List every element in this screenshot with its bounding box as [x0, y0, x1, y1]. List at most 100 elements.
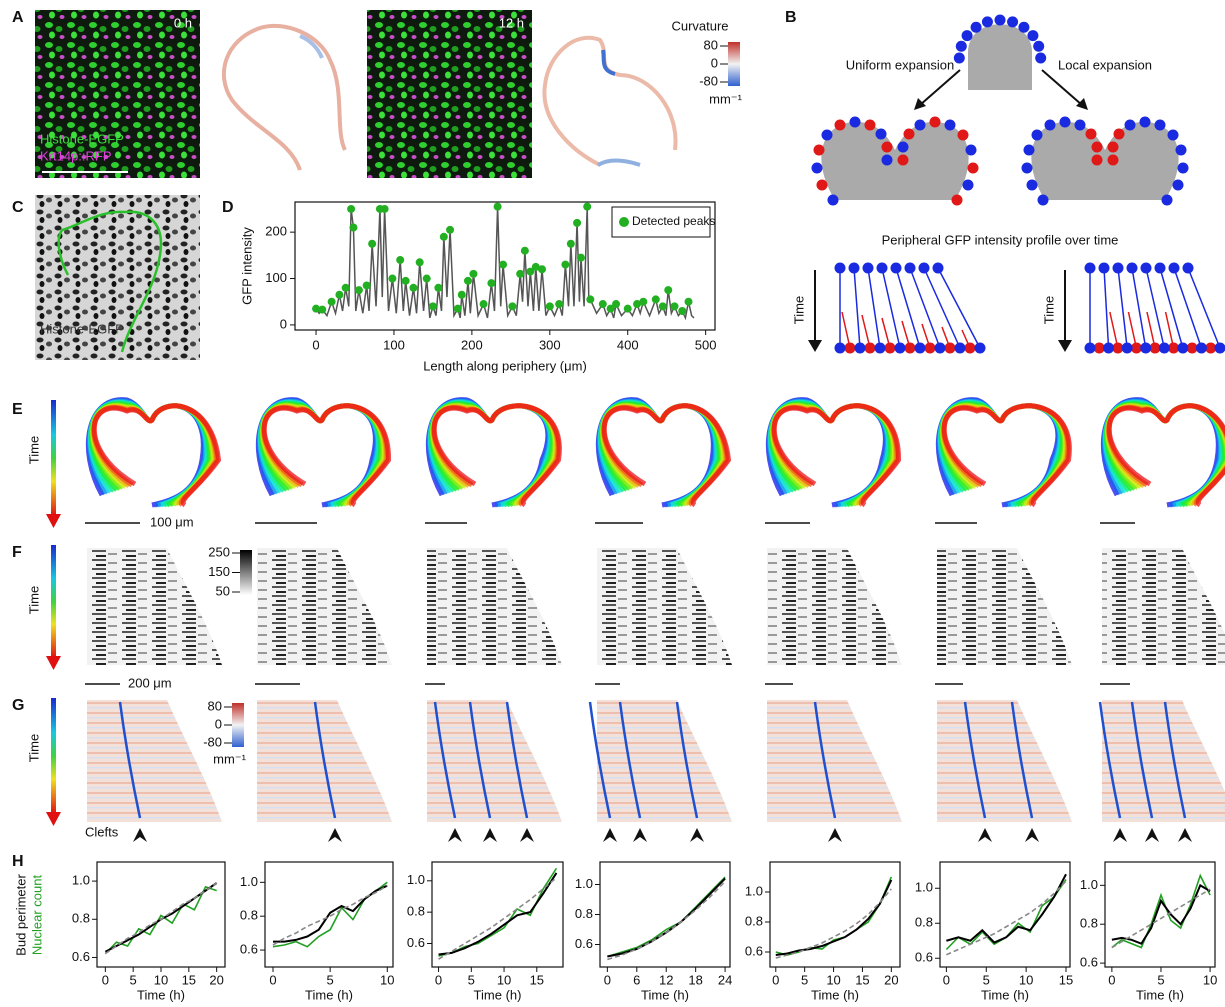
- dot: [850, 117, 861, 128]
- trace: [1110, 312, 1118, 348]
- x-tick-label: 5: [327, 972, 334, 987]
- series-line: [1112, 889, 1210, 947]
- colorbar-tick-label: -80: [699, 73, 718, 88]
- plot-frame: [432, 862, 563, 967]
- colorbar: [728, 42, 740, 86]
- dot: [954, 53, 965, 64]
- dot: [925, 343, 936, 354]
- x-tick-label: 10: [1203, 972, 1217, 987]
- cleft-arrow: [828, 828, 842, 842]
- x-axis-label: Time (h): [305, 987, 353, 1002]
- dot: [1140, 343, 1151, 354]
- dot: [1141, 263, 1152, 274]
- peak: [612, 300, 620, 308]
- dot: [958, 130, 969, 141]
- dot: [945, 120, 956, 131]
- dot: [1032, 130, 1043, 141]
- dot: [885, 343, 896, 354]
- dot: [919, 263, 930, 274]
- y-tick-label: 0.8: [407, 904, 425, 919]
- cleft-arrow: [1145, 828, 1159, 842]
- y-axis-label: GFP intensity: [239, 227, 254, 305]
- dot: [1127, 263, 1138, 274]
- y-tick-label: 0.6: [407, 935, 425, 950]
- cleft-arrow: [448, 828, 462, 842]
- dot: [1092, 142, 1103, 153]
- marker-label: Histone-EGFP: [40, 321, 124, 336]
- x-tick-label: 20: [884, 972, 898, 987]
- trace: [1147, 312, 1155, 348]
- label: Peripheral GFP intensity profile over ti…: [882, 232, 1119, 247]
- peak: [586, 295, 594, 303]
- scale-label: 100 μm: [150, 514, 194, 529]
- chart-d: 01002003004005000100200Length along peri…: [239, 202, 716, 373]
- peak: [368, 240, 376, 248]
- y-tick-label: 1.0: [575, 876, 593, 891]
- y-tick-label: 0.8: [575, 906, 593, 921]
- peak: [381, 205, 389, 213]
- peak: [664, 286, 672, 294]
- peak: [446, 226, 454, 234]
- arrowhead: [1076, 98, 1088, 110]
- dot: [835, 120, 846, 131]
- x-tick-label: 10: [380, 972, 394, 987]
- peak: [546, 302, 554, 310]
- dot: [1177, 343, 1188, 354]
- dot: [1022, 163, 1033, 174]
- trace: [896, 268, 920, 348]
- dot: [962, 30, 973, 41]
- x-tick-label: 10: [1019, 972, 1033, 987]
- x-tick-label: 5: [801, 972, 808, 987]
- dot: [1176, 145, 1187, 156]
- x-tick-label: 15: [855, 972, 869, 987]
- x-axis-label: Time (h): [137, 987, 185, 1002]
- cleft-arrow: [1178, 828, 1192, 842]
- dot: [845, 343, 856, 354]
- dot: [1108, 155, 1119, 166]
- x-axis-label: Time (h): [811, 987, 859, 1002]
- shape: [968, 24, 1032, 90]
- peak: [469, 270, 477, 278]
- dot: [966, 145, 977, 156]
- cleft-arrow: [520, 828, 534, 842]
- cleft-arrow: [133, 828, 147, 842]
- dot: [1108, 142, 1119, 153]
- peak: [583, 203, 591, 211]
- outline: [224, 26, 345, 170]
- y-tick-label: 0.8: [72, 911, 90, 926]
- dot: [875, 343, 886, 354]
- dot: [822, 130, 833, 141]
- x-axis-label: Time (h): [474, 987, 522, 1002]
- x-tick-label: 20: [209, 972, 223, 987]
- x-axis-label: Time (h): [1136, 987, 1184, 1002]
- label: Uniform expansion: [846, 57, 954, 72]
- arrowhead: [914, 98, 926, 110]
- dot: [1027, 30, 1038, 41]
- micrograph: [367, 10, 532, 178]
- y-tick-label: 1.0: [1080, 877, 1098, 892]
- dot: [814, 145, 825, 156]
- colorbar: [240, 550, 252, 595]
- y-tick-label: 0.6: [915, 950, 933, 965]
- kymograph: [427, 548, 562, 665]
- dot: [905, 263, 916, 274]
- peak: [659, 302, 667, 310]
- cleft-arrow: [633, 828, 647, 842]
- peak: [487, 279, 495, 287]
- y-tick-label: 1.0: [915, 880, 933, 895]
- dot: [855, 343, 866, 354]
- x-tick-label: 5: [130, 972, 137, 987]
- peak: [499, 261, 507, 269]
- dot: [905, 343, 916, 354]
- peak: [494, 203, 502, 211]
- colorbar-tick-label: 150: [208, 564, 230, 579]
- trace: [1118, 268, 1127, 348]
- dot: [1092, 155, 1103, 166]
- dot: [898, 142, 909, 153]
- dot: [1033, 41, 1044, 52]
- peak: [416, 258, 424, 266]
- dot: [945, 343, 956, 354]
- series-line: [1112, 876, 1210, 948]
- y-tick-label: 100: [265, 270, 287, 285]
- y-tick-label: 1.0: [240, 874, 258, 889]
